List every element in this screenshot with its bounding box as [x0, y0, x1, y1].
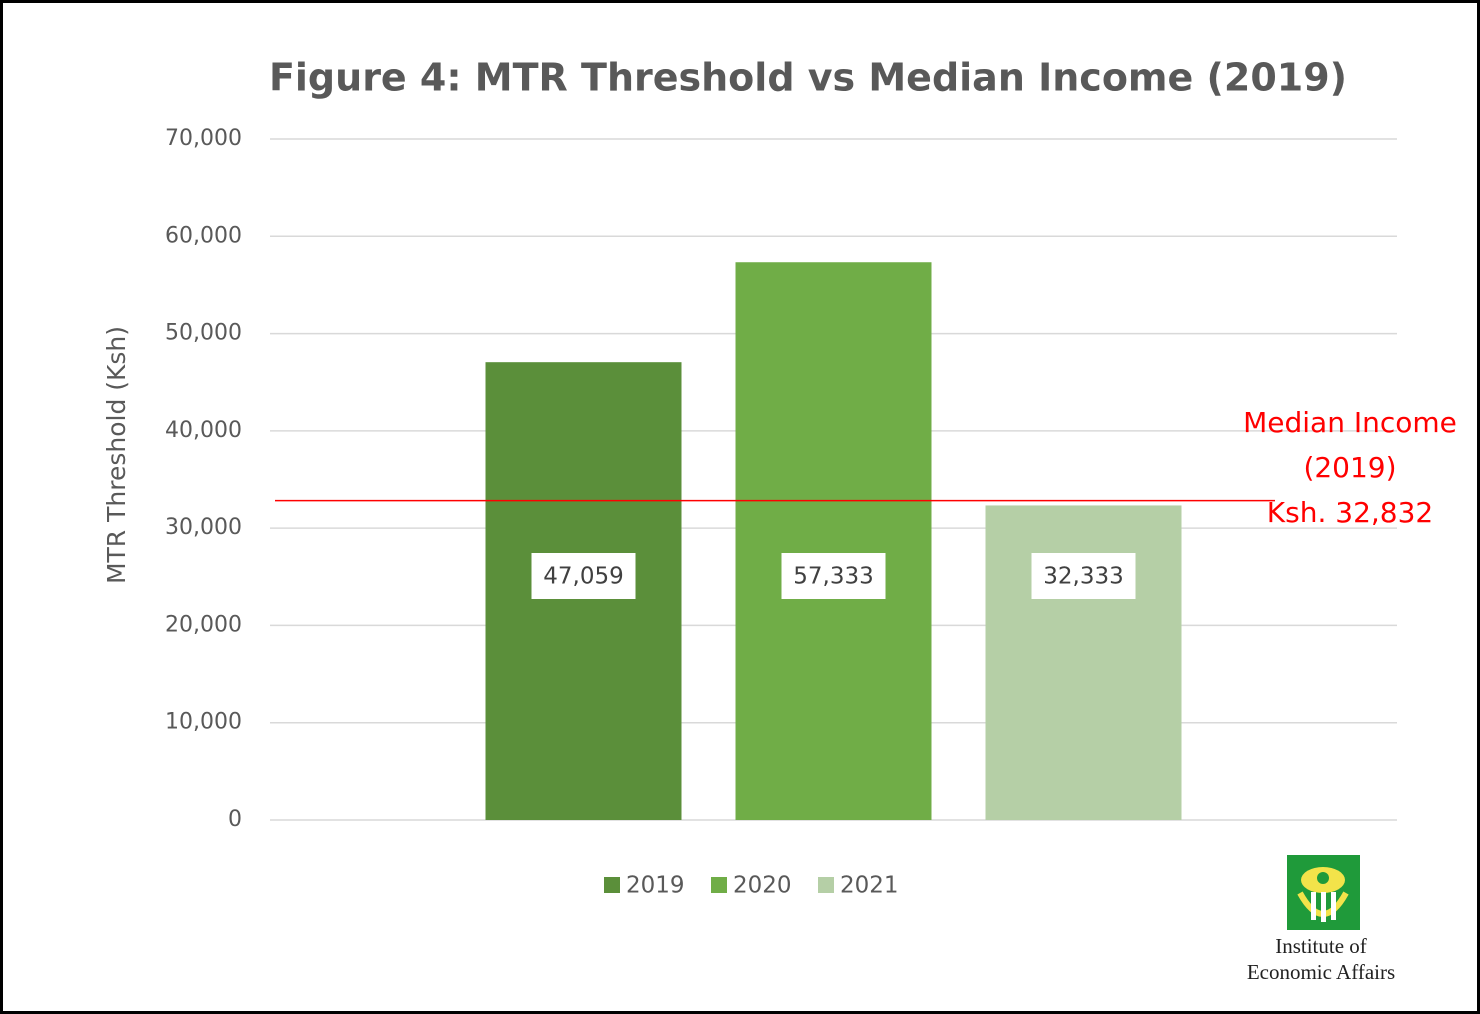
bar	[735, 262, 932, 820]
legend-label: 2020	[733, 873, 792, 899]
y-tick-label: 0	[228, 807, 242, 832]
legend-label: 2021	[840, 873, 899, 899]
value-label-box	[1031, 553, 1136, 599]
bar	[985, 505, 1182, 820]
logo-emblem-dot	[1317, 872, 1329, 884]
reference-label: (2019)	[1303, 451, 1396, 484]
value-label: 32,333	[1043, 564, 1123, 590]
y-tick-label: 20,000	[165, 612, 242, 637]
value-label-box	[781, 553, 886, 599]
reference-label: Median Income	[1243, 406, 1457, 439]
logo-pillar	[1321, 892, 1326, 922]
value-label-box	[531, 553, 636, 599]
y-tick-label: 30,000	[165, 515, 242, 540]
y-tick-label: 50,000	[165, 321, 242, 346]
logo-pillar	[1311, 892, 1316, 920]
value-label: 57,333	[793, 564, 873, 590]
y-axis-label: MTR Threshold (Ksh)	[102, 326, 131, 584]
reference-label: Ksh. 32,832	[1267, 496, 1433, 529]
y-tick-label: 40,000	[165, 418, 242, 443]
y-tick-label: 10,000	[165, 710, 242, 735]
value-label: 47,059	[543, 564, 623, 590]
chart-title: Figure 4: MTR Threshold vs Median Income…	[269, 56, 1347, 100]
logo-pillar	[1331, 892, 1336, 920]
legend-swatch	[604, 877, 620, 893]
legend-swatch	[711, 877, 727, 893]
logo-text: Economic Affairs	[1247, 960, 1395, 984]
legend-label: 2019	[626, 873, 685, 899]
logo-text: Institute of	[1275, 934, 1367, 958]
logo: Institute of Economic Affairs	[1247, 855, 1395, 984]
legend-swatch	[818, 877, 834, 893]
y-tick-label: 70,000	[165, 126, 242, 151]
y-tick-label: 60,000	[165, 223, 242, 248]
